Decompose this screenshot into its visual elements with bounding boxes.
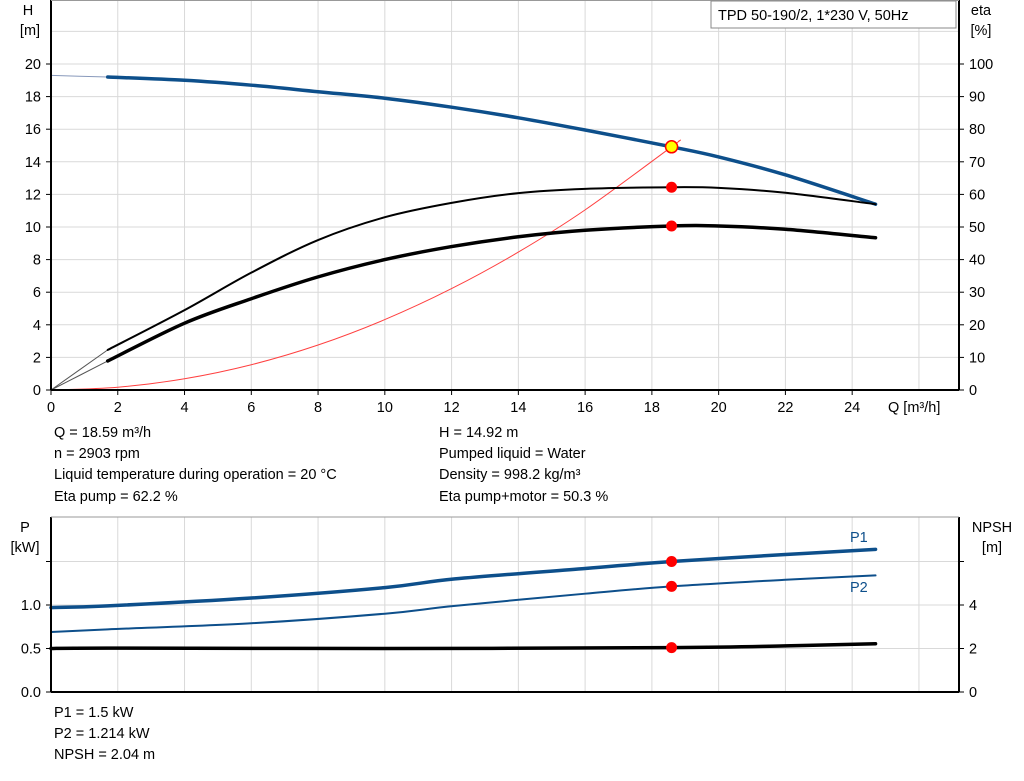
info-eta-pump-motor: Eta pump+motor = 50.3 % — [439, 489, 609, 505]
x-tick-label: 12 — [444, 400, 460, 416]
x-tick-label: 22 — [777, 400, 793, 416]
p2-curve — [50, 574, 877, 633]
eta-tick-label: 40 — [969, 253, 985, 269]
x-tick-label: 10 — [377, 400, 393, 416]
npsh-marker — [666, 642, 678, 654]
x-tick-label: 18 — [644, 400, 660, 416]
p1-marker — [666, 556, 678, 567]
q-axis-label: Q [m³/h] — [888, 400, 940, 416]
p-tick-label: 0.0 — [21, 685, 41, 701]
eta-tick-label: 30 — [969, 285, 985, 301]
npsh-tick-label: 0 — [969, 685, 977, 701]
info-temperature: Liquid temperature during operation = 20… — [54, 467, 337, 483]
h-tick-label: 12 — [25, 187, 41, 203]
eta-pump-extrapolated — [50, 349, 109, 391]
eta-pump-motor-marker — [666, 220, 678, 232]
x-tick-label: 8 — [314, 400, 322, 416]
eta-tick-label: 90 — [969, 90, 985, 106]
p-axis-label: P — [20, 520, 30, 536]
h-tick-label: 20 — [25, 57, 41, 73]
p-axis-unit: [kW] — [11, 540, 40, 556]
h-tick-label: 2 — [33, 350, 41, 366]
x-tick-label: 0 — [47, 400, 55, 416]
h-tick-label: 0 — [33, 383, 41, 399]
info-liquid: Pumped liquid = Water — [439, 446, 586, 462]
p1-series-label: P1 — [850, 530, 868, 546]
duty-point-marker — [664, 140, 679, 154]
p2-series-label: P2 — [850, 580, 868, 596]
npsh-tick-label: 2 — [969, 642, 977, 658]
h-tick-label: 8 — [33, 253, 41, 269]
bottom-grid — [51, 517, 959, 692]
tick-labels: 0 2 4 6 8 10 12 14 16 18 20 22 240246810121416182001… — [21, 57, 993, 701]
curves — [49, 74, 878, 654]
x-tick-label: 6 — [247, 400, 255, 416]
system-curve — [50, 139, 681, 391]
eta-tick-label: 0 — [969, 383, 977, 399]
x-tick-label: 24 — [844, 400, 860, 416]
info-p2: P2 = 1.214 kW — [54, 726, 150, 742]
info-npsh: NPSH = 2.04 m — [54, 747, 156, 763]
h-tick-label: 10 — [25, 220, 41, 236]
h-tick-label: 6 — [33, 285, 41, 301]
eta-tick-label: 10 — [969, 350, 985, 366]
info-q: Q = 18.59 m³/h — [54, 425, 152, 441]
h-curve — [106, 75, 878, 206]
eta-tick-label: 80 — [969, 122, 985, 138]
h-curve-extrapolated — [50, 74, 109, 78]
eta-axis-unit: [%] — [971, 23, 992, 39]
legend-title: TPD 50-190/2, 1*230 V, 50Hz — [718, 8, 909, 24]
h-tick-label: 14 — [25, 155, 41, 171]
info-density: Density = 998.2 kg/m³ — [439, 467, 581, 483]
x-tick-label: 2 — [114, 400, 122, 416]
npsh-curve — [49, 641, 878, 651]
axes — [46, 0, 964, 693]
info-eta-pump: Eta pump = 62.2 % — [54, 489, 178, 505]
info-h: H = 14.92 m — [439, 425, 519, 441]
x-tick-label: 14 — [510, 400, 526, 416]
p-tick-label: 0.5 — [21, 642, 41, 658]
h-axis-label: H — [23, 3, 33, 19]
eta-axis-label: eta — [971, 3, 992, 19]
x-tick-label: 20 — [711, 400, 727, 416]
info-p1: P1 = 1.5 kW — [54, 705, 134, 721]
eta-pump-motor-curve — [106, 223, 878, 363]
eta-pump-curve — [106, 186, 877, 351]
info-n: n = 2903 rpm — [54, 446, 140, 462]
npsh-axis-label: NPSH — [972, 520, 1012, 536]
legend-box: TPD 50-190/2, 1*230 V, 50Hz — [710, 0, 957, 29]
h-tick-label: 18 — [25, 90, 41, 106]
npsh-tick-label: 4 — [969, 598, 977, 614]
x-tick-label: 4 — [180, 400, 188, 416]
p2-marker — [666, 580, 678, 592]
x-tick-label: 16 — [577, 400, 593, 416]
h-axis-unit: [m] — [20, 23, 40, 39]
h-tick-label: 16 — [25, 122, 41, 138]
eta-tick-label: 70 — [969, 155, 985, 171]
h-tick-label: 4 — [33, 318, 41, 334]
eta-tick-label: 20 — [969, 318, 985, 334]
eta-pump-marker — [666, 181, 678, 193]
eta-pump-motor-extrapolated — [50, 360, 109, 391]
p1-curve — [49, 547, 878, 610]
eta-tick-label: 100 — [969, 57, 993, 73]
eta-tick-label: 50 — [969, 220, 985, 236]
eta-tick-label: 60 — [969, 187, 985, 203]
p-tick-label: 1.0 — [21, 598, 41, 614]
npsh-axis-unit: [m] — [982, 540, 1002, 556]
